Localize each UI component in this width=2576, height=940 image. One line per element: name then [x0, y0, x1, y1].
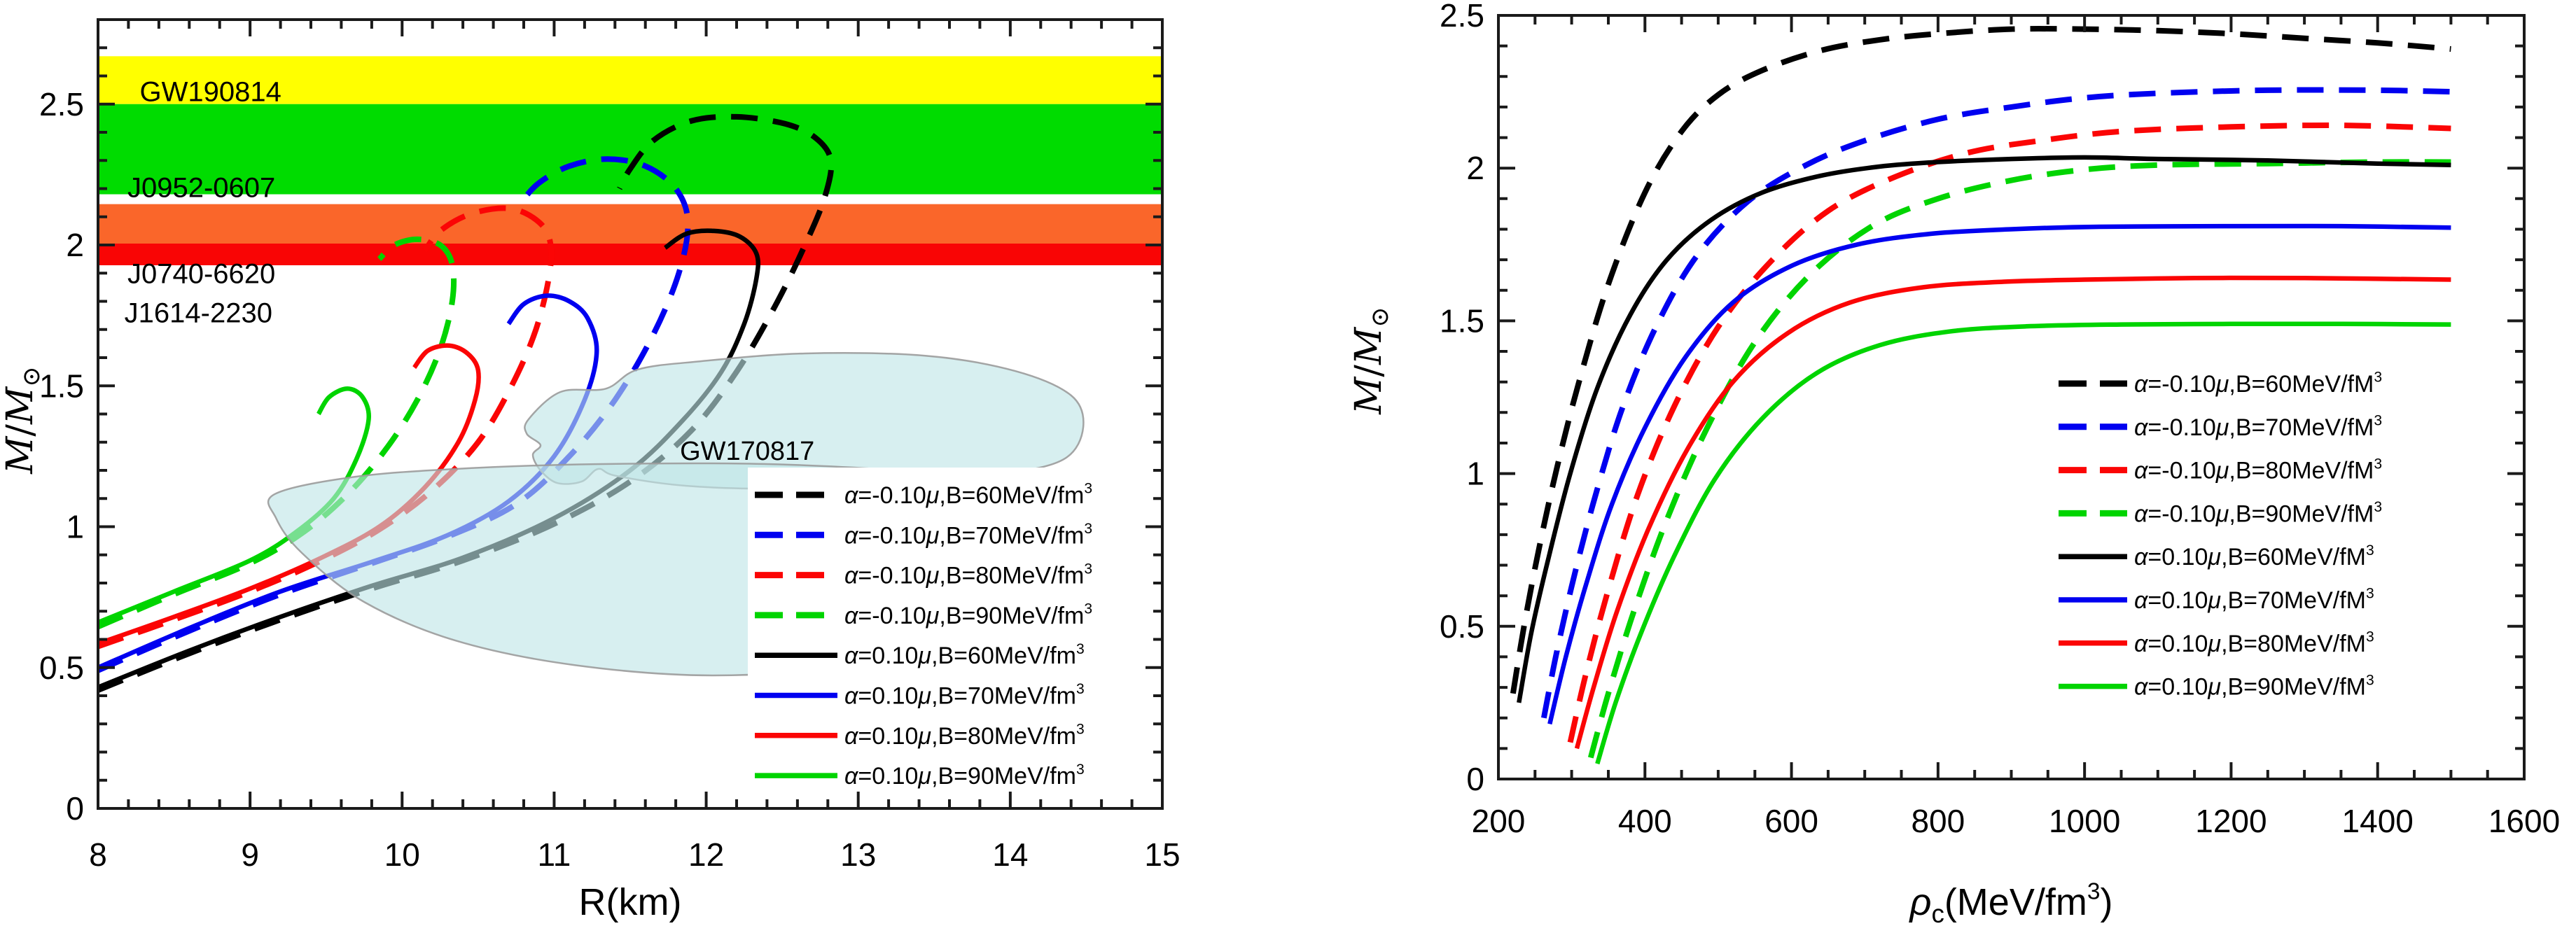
- mass-radius-legend-label-2: α=-0.10μ,B=70MeV/fm3: [844, 521, 1092, 549]
- mass-density-legend-label-2: α=-0.10μ,B=70MeV/fM3: [2134, 413, 2382, 441]
- mass-density-xtick-label-800: 800: [1911, 803, 1965, 839]
- mass-density-xtick-label-200: 200: [1472, 803, 1526, 839]
- mass-radius-ytick-label-1.5: 1.5: [39, 367, 84, 404]
- mass-density-series-5: [1517, 155, 2451, 703]
- mass-density-series-4: [1587, 159, 2451, 759]
- mass-radius-ylabel: M/M⊙: [0, 366, 46, 475]
- mass-radius-axes: [97, 18, 1164, 810]
- mass-density-xtick-label-1600: 1600: [2488, 803, 2560, 839]
- mass-radius-legend-label-7: α=0.10μ,B=80MeV/fm3: [844, 722, 1085, 750]
- mass-radius-series-4: [98, 236, 457, 630]
- mass-radius-ytick-label-2.5: 2.5: [39, 86, 84, 122]
- mass-density-legend-label-5: α=0.10μ,B=60MeV/fM3: [2134, 542, 2374, 570]
- mass-radius-legend-label-6: α=0.10μ,B=70MeV/fm3: [844, 681, 1085, 709]
- mass-radius-xtick-label-13: 13: [840, 836, 876, 873]
- mass-radius-legend-label-1: α=-0.10μ,B=60MeV/fm3: [844, 481, 1092, 509]
- mass-radius-xlabel: R(km): [579, 881, 682, 923]
- mass-density-ylabel: M/M⊙: [1348, 307, 1394, 415]
- mass-radius-series-3: [98, 205, 555, 650]
- band-GW190814: [98, 56, 1162, 104]
- mass-density-legend-label-8: α=0.10μ,B=90MeV/fM3: [2134, 672, 2374, 700]
- mass-density-ytick-label-0: 0: [1466, 761, 1484, 797]
- mass-radius-xtick-label-9: 9: [241, 836, 259, 873]
- mass-density-ytick-label-2: 2: [1466, 150, 1484, 186]
- mass-density-legend-box: [2054, 370, 2523, 708]
- mass-radius-ytick-label-2: 2: [66, 227, 84, 263]
- mass-radius-legend-label-8: α=0.10μ,B=90MeV/fm3: [844, 762, 1085, 790]
- mass-density-ytick-label-0.5: 0.5: [1440, 608, 1484, 645]
- mass-density-legend-label-6: α=0.10μ,B=70MeV/fM3: [2134, 586, 2374, 614]
- mass-radius-series-8: [98, 386, 372, 625]
- mass-radius-xtick-label-8: 8: [89, 836, 107, 873]
- mass-density-ytick-label-2.5: 2.5: [1440, 0, 1484, 34]
- mass-density-ytick-label-1: 1: [1466, 456, 1484, 492]
- mass-radius-plot: GW190814 J0952-0607 J0740-6620 J1614-2230 GW…: [0, 18, 1181, 923]
- mass-density-xtick-label-1000: 1000: [2049, 803, 2120, 839]
- mass-density-xlabel: ρc(MeV/fm3): [1909, 878, 2113, 927]
- mass-radius-xtick-label-14: 14: [992, 836, 1028, 873]
- band-label-J0952-0607: J0952-0607: [127, 172, 275, 203]
- mass-radius-legend-label-4: α=-0.10μ,B=90MeV/fm3: [844, 601, 1092, 629]
- mass-density-series-2: [1540, 87, 2451, 719]
- band-J0740-6620: [98, 204, 1162, 244]
- mass-radius-xtick-label-15: 15: [1144, 836, 1180, 873]
- mass-density-series-1: [1510, 26, 2451, 694]
- mass-density-ytick-label-1.5: 1.5: [1440, 302, 1484, 339]
- mass-radius-xtick-label-11: 11: [538, 836, 571, 873]
- mass-density-ticks: [1497, 14, 2526, 780]
- mass-density-xtick-label-1400: 1400: [2342, 803, 2414, 839]
- band-label-J1614-2230: J1614-2230: [125, 298, 272, 329]
- mass-density-series: [1510, 26, 2451, 765]
- mass-radius-ticks: [97, 20, 1164, 810]
- mass-radius-ytick-label-0: 0: [66, 790, 84, 827]
- mass-radius-ytick-label-0.5: 0.5: [39, 650, 84, 686]
- mass-density-xtick-label-1200: 1200: [2195, 803, 2267, 839]
- band-J1614-2230: [98, 243, 1162, 265]
- mass-density-axes: [1497, 14, 2526, 780]
- mass-radius-xtick-label-12: 12: [688, 836, 724, 873]
- mass-density-series-8: [1595, 321, 2451, 765]
- mass-density-plot: α=-0.10μ,B=60MeV/fM3 α=-0.10μ,B=70MeV/fM3…: [1348, 0, 2560, 928]
- mass-radius-legend-label-5: α=0.10μ,B=60MeV/fm3: [844, 641, 1085, 669]
- mass-density-legend-label-1: α=-0.10μ,B=60MeV/fM3: [2134, 370, 2382, 398]
- mass-radius-legend-label-3: α=-0.10μ,B=80MeV/fm3: [844, 561, 1092, 589]
- mass-radius-xtick-label-10: 10: [384, 836, 420, 873]
- mass-radius-series-1: [98, 113, 835, 693]
- mass-density-series-6: [1547, 223, 2451, 725]
- band-J0952-0607: [98, 104, 1162, 195]
- mass-density-series-7: [1574, 275, 2451, 750]
- annotation-GW170817: GW170817: [680, 437, 814, 466]
- band-label-J0740-6620: J0740-6620: [127, 258, 275, 289]
- mass-radius-ytick-label-1: 1: [66, 509, 84, 545]
- mass-density-legend-label-3: α=-0.10μ,B=80MeV/fM3: [2134, 456, 2382, 484]
- mass-radius-bands: [98, 56, 1162, 265]
- mass-density-xtick-label-400: 400: [1618, 803, 1672, 839]
- mass-density-legend-label-4: α=-0.10μ,B=90MeV/fM3: [2134, 499, 2382, 527]
- mass-density-xtick-label-600: 600: [1764, 803, 1818, 839]
- mass-radius-legend-box: [748, 468, 1161, 804]
- mass-density-series-3: [1567, 122, 2451, 743]
- band-label-GW190814: GW190814: [140, 77, 281, 108]
- mass-density-legend-label-7: α=0.10μ,B=80MeV/fM3: [2134, 629, 2374, 657]
